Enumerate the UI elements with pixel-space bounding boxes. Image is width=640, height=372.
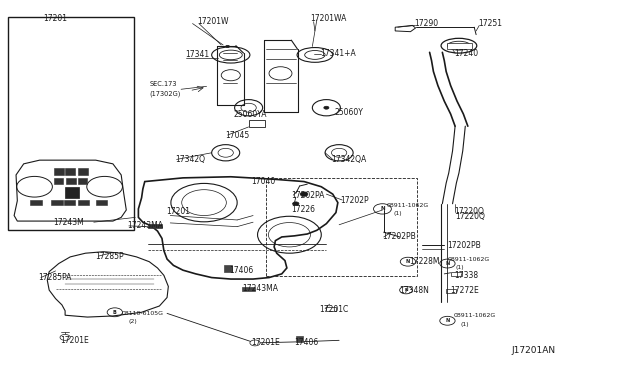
Text: 17220Q: 17220Q — [455, 212, 485, 221]
Text: 17045: 17045 — [226, 131, 250, 140]
Bar — [248, 120, 264, 127]
Text: 17342Q: 17342Q — [175, 155, 205, 164]
Text: 17201E: 17201E — [60, 336, 89, 345]
Bar — [54, 168, 64, 175]
Text: N: N — [445, 261, 449, 266]
Text: 17341+A: 17341+A — [320, 49, 356, 58]
Text: 17202PB: 17202PB — [383, 232, 416, 241]
Text: 17202P: 17202P — [340, 196, 369, 205]
Text: 17201: 17201 — [166, 206, 190, 216]
Bar — [326, 307, 336, 311]
Text: SEC.173: SEC.173 — [149, 81, 177, 87]
Bar — [64, 200, 76, 205]
Circle shape — [300, 192, 308, 196]
Bar — [96, 200, 107, 205]
Bar — [447, 43, 472, 49]
Text: 17406: 17406 — [230, 266, 254, 275]
Circle shape — [250, 340, 260, 346]
Bar — [30, 200, 42, 205]
Text: 17243M: 17243M — [54, 218, 84, 227]
Bar — [243, 287, 255, 291]
Text: 17341: 17341 — [185, 51, 209, 60]
Bar — [65, 187, 79, 198]
Text: 17228M: 17228M — [409, 257, 440, 266]
Text: 08911-1062G: 08911-1062G — [454, 314, 496, 318]
Bar — [78, 178, 88, 184]
Text: (17302G): (17302G) — [149, 90, 180, 97]
Bar — [65, 168, 76, 175]
Bar — [78, 168, 88, 175]
Text: (1): (1) — [455, 266, 464, 270]
Bar — [451, 272, 462, 276]
Text: 17240: 17240 — [454, 49, 478, 58]
Text: 17290: 17290 — [414, 19, 438, 28]
Text: 25060YA: 25060YA — [234, 109, 268, 119]
Text: 17220Q: 17220Q — [454, 206, 484, 216]
Text: 17226: 17226 — [291, 205, 316, 215]
Bar — [67, 178, 76, 184]
Text: 17201W: 17201W — [198, 17, 229, 26]
Text: 17348N: 17348N — [399, 286, 429, 295]
Text: 17342QA: 17342QA — [332, 155, 367, 164]
Text: 17201WA: 17201WA — [310, 13, 347, 22]
Circle shape — [60, 334, 70, 340]
Circle shape — [324, 106, 329, 109]
Text: 17202PA: 17202PA — [291, 191, 324, 200]
Bar — [148, 224, 162, 228]
Text: (1): (1) — [394, 211, 402, 216]
Text: (1): (1) — [460, 321, 469, 327]
Bar — [296, 336, 303, 342]
Text: 08110-6105G: 08110-6105G — [121, 311, 163, 316]
Text: 17201C: 17201C — [319, 305, 348, 314]
Bar — [266, 177, 417, 276]
Circle shape — [292, 202, 299, 206]
Text: 17338: 17338 — [454, 271, 478, 280]
Text: 17201E: 17201E — [251, 339, 280, 347]
Text: J17201AN: J17201AN — [511, 346, 556, 355]
Text: N: N — [445, 318, 449, 323]
Circle shape — [226, 45, 230, 48]
Text: 08911-1062G: 08911-1062G — [387, 203, 429, 208]
Text: 17251: 17251 — [478, 19, 502, 28]
Bar — [51, 200, 63, 205]
Text: N: N — [406, 259, 410, 264]
Text: 17243MA: 17243MA — [127, 221, 164, 230]
Text: 17285PA: 17285PA — [38, 273, 72, 282]
Text: 17285P: 17285P — [96, 251, 124, 261]
Text: N: N — [380, 206, 385, 211]
Text: 17243MA: 17243MA — [243, 284, 278, 293]
Text: (2): (2) — [129, 319, 138, 324]
Bar — [54, 178, 63, 184]
Text: 17201: 17201 — [44, 13, 68, 22]
Text: N: N — [404, 288, 408, 292]
Text: 17040: 17040 — [251, 177, 275, 186]
Bar — [225, 265, 232, 272]
Text: 17406: 17406 — [294, 339, 319, 347]
Text: B: B — [113, 310, 116, 315]
Text: 25060Y: 25060Y — [334, 108, 363, 117]
Bar — [78, 200, 90, 205]
Text: 17272E: 17272E — [451, 286, 479, 295]
Text: 08911-1062G: 08911-1062G — [447, 257, 490, 262]
Bar — [8, 17, 134, 230]
Text: 17202PB: 17202PB — [447, 241, 481, 250]
Bar — [445, 289, 456, 293]
